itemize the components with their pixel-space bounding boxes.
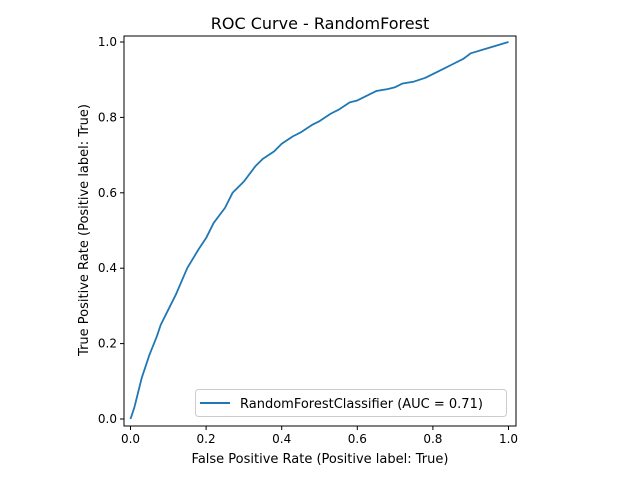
x-tick-label: 0.4: [272, 432, 291, 446]
x-axis-label: False Positive Rate (Positive label: Tru…: [192, 452, 449, 467]
plot-area: 0.0 0.2 0.4 0.6 0.8 1.0 0.0 0.2 0.4 0.6 0.8 1.0: [98, 35, 518, 446]
x-tick-label: 0.8: [423, 432, 442, 446]
x-tick-label: 0.2: [197, 432, 216, 446]
y-tick-label: 0.6: [98, 186, 117, 200]
series-layer: [129, 41, 509, 420]
x-axis-ticks: 0.0 0.2 0.4 0.6 0.8 1.0: [121, 426, 518, 446]
y-tick-label: 0.2: [98, 337, 117, 351]
x-tick-label: 1.0: [499, 432, 518, 446]
x-tick-label: 0.0: [121, 432, 140, 446]
roc-curve-line: [129, 41, 509, 420]
y-axis-ticks: 0.0 0.2 0.4 0.6 0.8 1.0: [98, 35, 124, 426]
legend-label: RandomForestClassifier (AUC = 0.71): [240, 397, 483, 412]
legend-box: [195, 389, 507, 417]
plot-frame: [123, 35, 517, 427]
x-tick-label: 0.6: [348, 432, 367, 446]
y-axis-label: True Positive Rate (Positive label: True…: [77, 104, 92, 357]
y-tick-label: 0.0: [98, 412, 117, 426]
y-tick-label: 0.8: [98, 110, 117, 124]
legend: RandomForestClassifier (AUC = 0.71): [195, 389, 507, 417]
y-tick-label: 0.4: [98, 261, 117, 275]
y-tick-label: 1.0: [98, 35, 117, 49]
chart-title: ROC Curve - RandomForest: [211, 14, 429, 33]
